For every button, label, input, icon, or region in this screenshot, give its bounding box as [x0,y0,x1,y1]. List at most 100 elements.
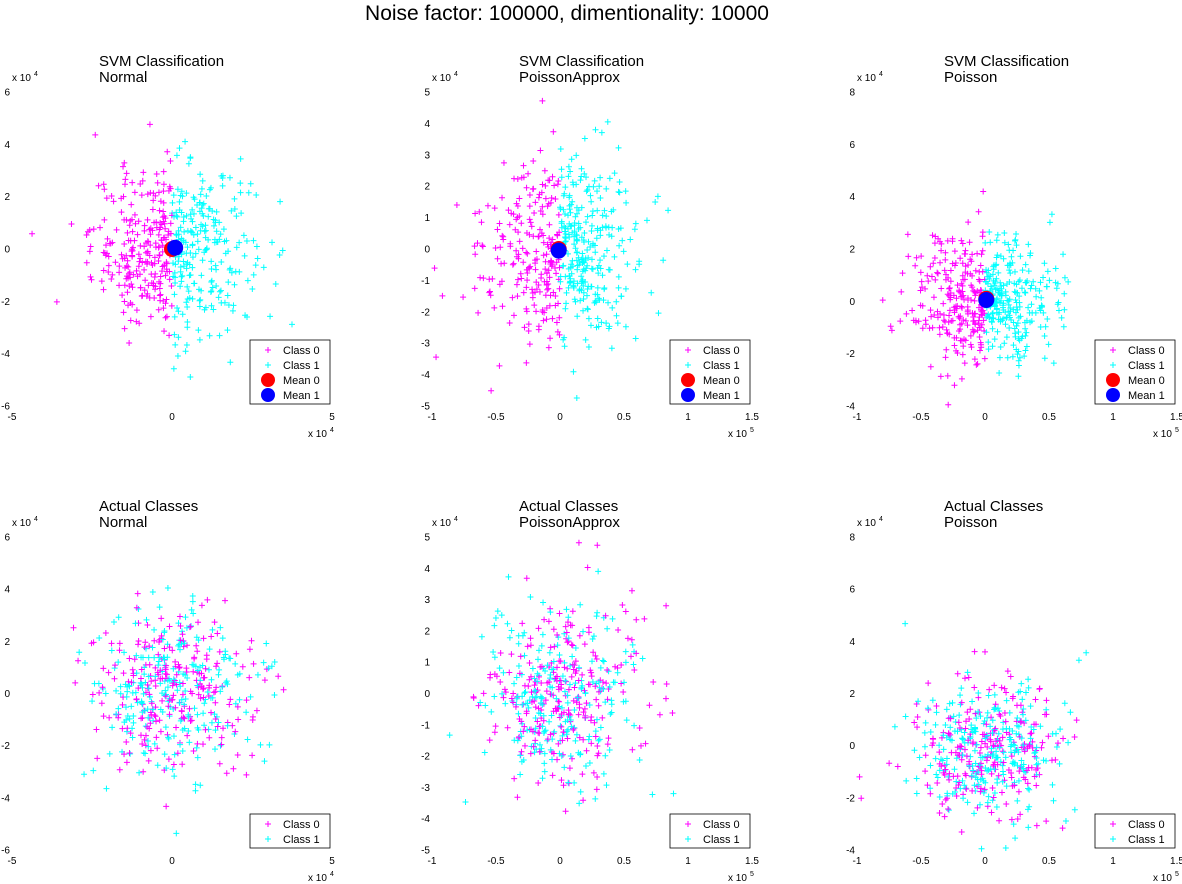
class-1-point [913,775,920,782]
class-1-point [206,646,213,653]
class-0-point [208,633,215,640]
class-1-point [594,227,601,234]
class-1-point [1013,231,1020,238]
class-0-point [126,750,133,757]
class-1-point [1015,731,1022,738]
class-1-point [1018,757,1025,764]
class-1-point [594,291,601,298]
class-0-point [68,221,75,228]
class-1-point [1020,711,1027,718]
class-1-point [1018,735,1025,742]
class-0-point [954,349,961,356]
class-0-point [195,619,202,626]
class-1-point [1014,762,1021,769]
class-0-point [471,285,478,292]
class-0-point [967,332,974,339]
class-0-point [1015,788,1022,795]
class-1-point [1011,288,1018,295]
class-0-point [619,602,626,609]
class-0-point [70,624,77,631]
class-1-point [597,664,604,671]
class-1-point [173,209,180,216]
y-tick-label: 8 [849,533,855,544]
class-0-point [979,233,986,240]
class-0-point [433,354,440,361]
class-0-point [170,692,177,699]
y-tick-label: -6 [1,402,10,413]
class-0-point [108,193,115,200]
class-1-point [943,755,950,762]
class-1-point [123,716,130,723]
class-1-point [601,284,608,291]
class-1-point [209,208,216,214]
class-0-point [523,575,530,582]
class-1-point [276,252,283,259]
class-0-point [1014,702,1020,709]
class-1-point [1025,268,1032,275]
class-0-point [954,282,961,289]
class-1-point [213,208,220,215]
class-0-point [595,750,602,757]
scatter-points [879,188,1072,408]
class-1-point [540,729,547,736]
class-0-point [163,296,170,303]
class-0-point [526,192,533,199]
class-0-point [527,750,534,757]
class-1-point [568,723,575,730]
class-1-point [190,231,197,238]
class-0-point [962,770,969,777]
class-1-point [599,657,606,664]
class-0-point [575,677,582,684]
class-1-point [975,689,982,696]
class-0-point [956,328,962,335]
class-1-point [993,237,1000,244]
class-0-point [964,310,971,317]
class-1-point [602,699,609,706]
class-1-point [519,632,526,639]
class-1-point [216,666,223,673]
class-0-point [927,307,934,314]
figure-title: Noise factor: 100000, dimentionality: 10… [365,2,769,25]
class-0-point [502,689,509,696]
class-0-point [498,278,505,285]
class-0-point [532,257,539,264]
class-1-point [180,701,187,708]
class-1-point [1016,303,1023,310]
class-1-point [623,199,630,206]
class-1-point [257,741,264,748]
class-1-point [1014,351,1021,358]
class-0-point [960,316,967,323]
class-0-point [135,641,142,648]
class-1-point [1061,290,1068,297]
class-1-point [212,746,219,753]
class-0-point [887,323,894,330]
class-1-point [613,312,620,319]
class-0-point [500,236,507,243]
class-0-point [524,277,531,284]
class-1-point [578,273,585,280]
class-1-point [973,715,980,722]
class-1-point [515,663,522,670]
class-0-point [960,292,967,299]
class-0-point [125,263,132,270]
class-1-point [589,266,596,273]
class-1-point [1015,278,1022,285]
class-0-point [166,276,173,283]
class-1-point [622,285,629,292]
x-axis-exponent: 5 [1175,871,1179,878]
class-1-point [655,310,662,317]
class-0-point [1052,756,1059,763]
class-0-point [145,757,152,764]
class-0-point [604,741,611,748]
class-1-point [961,782,968,789]
class-0-point [146,121,153,128]
class-0-point [951,307,958,314]
x-tick-label: 1.5 [1170,856,1182,867]
class-1-point [208,302,215,309]
class-0-point [592,733,599,740]
class-1-point [915,698,922,705]
class-1-point [556,652,563,659]
class-1-point [1065,739,1072,746]
class-1-point [1011,280,1018,287]
class-0-point [95,182,102,189]
